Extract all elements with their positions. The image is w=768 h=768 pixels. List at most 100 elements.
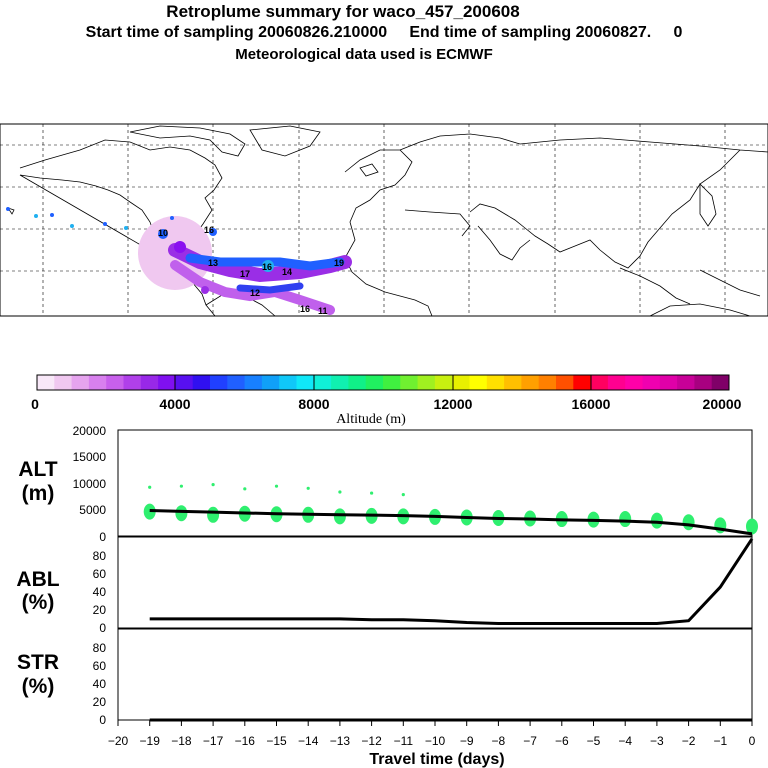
alt-panel-frame xyxy=(117,429,753,537)
x-tick-label: −20 xyxy=(108,734,129,748)
colorbar-swatch xyxy=(573,375,591,390)
abl-line xyxy=(149,537,754,625)
alt-cluster-point xyxy=(746,518,758,535)
alt-ytick: 5000 xyxy=(79,503,106,517)
colorbar-swatch xyxy=(348,375,367,390)
x-tick-label: −5 xyxy=(587,734,601,748)
colorbar-swatch xyxy=(694,375,713,390)
x-axis-label: Travel time (days) xyxy=(369,751,504,768)
colorbar-swatch xyxy=(469,375,488,390)
colorbar-ticks: 0 4000 8000 12000 16000 20000 xyxy=(31,396,742,412)
str-unit: (%) xyxy=(22,675,55,698)
sampling-times: Start time of sampling 20060826.210000 E… xyxy=(85,24,683,41)
met-data-line: Meteorological data used is ECMWF xyxy=(235,46,493,63)
str-ytick: 60 xyxy=(93,659,107,673)
alt-label: ALT xyxy=(18,458,57,481)
colorbar-swatch xyxy=(607,375,626,390)
plume-dot xyxy=(124,226,128,230)
x-tick-label: −7 xyxy=(523,734,537,748)
map-day-label: 11 xyxy=(318,306,328,316)
colorbar-tick: 20000 xyxy=(703,396,742,412)
colorbar-swatch xyxy=(711,375,730,390)
map-day-label: 16 xyxy=(262,262,272,272)
alt-cluster-point-small xyxy=(370,491,374,495)
abl-ytick: 80 xyxy=(93,549,107,563)
map-day-label: 17 xyxy=(240,269,250,279)
abl-unit: (%) xyxy=(22,591,55,614)
alt-unit: (m) xyxy=(22,482,55,505)
abl-ytick: 20 xyxy=(93,603,107,617)
colorbar-swatch xyxy=(54,375,72,390)
str-ytick: 40 xyxy=(93,677,107,691)
colorbar-swatch xyxy=(296,375,315,390)
colorbar-swatch xyxy=(365,375,384,390)
colorbar-swatch xyxy=(556,375,574,390)
plume-track-inner xyxy=(236,282,304,294)
x-tick-label: −8 xyxy=(492,734,506,748)
plume-blob xyxy=(174,241,186,253)
alt-mean-line xyxy=(149,509,753,536)
colorbar-swatch xyxy=(279,375,297,390)
alt-ytick: 20000 xyxy=(73,424,107,438)
alt-cluster-point-small xyxy=(274,484,279,488)
colorbar-swatch xyxy=(400,375,418,390)
abl-ytick: 60 xyxy=(93,567,107,581)
chart-marks xyxy=(143,482,758,722)
x-tick-label: 0 xyxy=(749,734,756,748)
colorbar-swatch xyxy=(123,375,142,390)
x-tick-label: −9 xyxy=(460,734,474,748)
map-panel: 10 16 16 13 17 14 19 12 16 11 xyxy=(0,123,768,317)
x-ticks: −20 −19 −18 −17 −16 −15 −14 −13 −12 −11 −10 −9 −8 −7−… xyxy=(108,720,756,748)
colorbar-tick: 4000 xyxy=(159,396,190,412)
x-tick-label: −17 xyxy=(203,734,224,748)
x-tick-label: −10 xyxy=(425,734,446,748)
x-tick-label: −1 xyxy=(713,734,727,748)
str-label: STR xyxy=(17,651,59,674)
colorbar-tick: 16000 xyxy=(572,396,611,412)
colorbar-tick: 8000 xyxy=(298,396,329,412)
colorbar-swatch xyxy=(521,375,540,390)
plume-labels: 10 16 16 13 17 14 19 12 16 11 xyxy=(158,225,344,316)
plume-dot xyxy=(103,222,107,226)
colorbar-tick: 0 xyxy=(31,396,39,412)
colorbar-swatch xyxy=(313,375,332,390)
str-ytick: 80 xyxy=(93,641,107,655)
alt-cluster-point-small xyxy=(148,485,152,489)
colorbar-swatch xyxy=(452,375,470,390)
alt-cluster-point xyxy=(650,512,663,529)
x-tick-label: −6 xyxy=(555,734,569,748)
abl-label: ABL xyxy=(16,568,59,591)
map-day-label: 12 xyxy=(250,288,260,298)
plume-track-south xyxy=(170,260,335,315)
colorbar-swatch xyxy=(175,375,194,390)
x-tick-label: −13 xyxy=(330,734,351,748)
colorbar-swatch xyxy=(227,375,245,390)
map-day-label: 16 xyxy=(204,225,214,235)
plume-dot xyxy=(70,224,74,228)
alt-ytick: 10000 xyxy=(73,477,107,491)
abl-panel-frame xyxy=(117,536,753,629)
colorbar-swatch xyxy=(677,375,695,390)
colorbar-swatch xyxy=(642,375,661,390)
abl-ytick: 40 xyxy=(93,585,107,599)
map-day-label: 14 xyxy=(282,267,292,277)
x-tick-label: −3 xyxy=(650,734,664,748)
str-ytick: 0 xyxy=(99,713,106,727)
alt-cluster-point xyxy=(682,514,695,531)
plume-cyan-blob xyxy=(262,260,274,272)
alt-cluster-point xyxy=(619,511,632,528)
plume-dot xyxy=(50,213,54,217)
colorbar-tick: 12000 xyxy=(434,396,473,412)
x-tick-label: −19 xyxy=(140,734,161,748)
colorbar-swatch xyxy=(504,375,522,390)
map-day-label: 19 xyxy=(334,258,344,268)
alt-cluster-point xyxy=(333,508,346,525)
x-tick-label: −18 xyxy=(171,734,192,748)
plume-dot xyxy=(170,216,174,220)
colorbar-swatch xyxy=(331,375,349,390)
x-tick-label: −14 xyxy=(298,734,319,748)
colorbar-swatch xyxy=(158,375,176,390)
colorbar xyxy=(36,374,730,391)
x-tick-label: −4 xyxy=(618,734,632,748)
